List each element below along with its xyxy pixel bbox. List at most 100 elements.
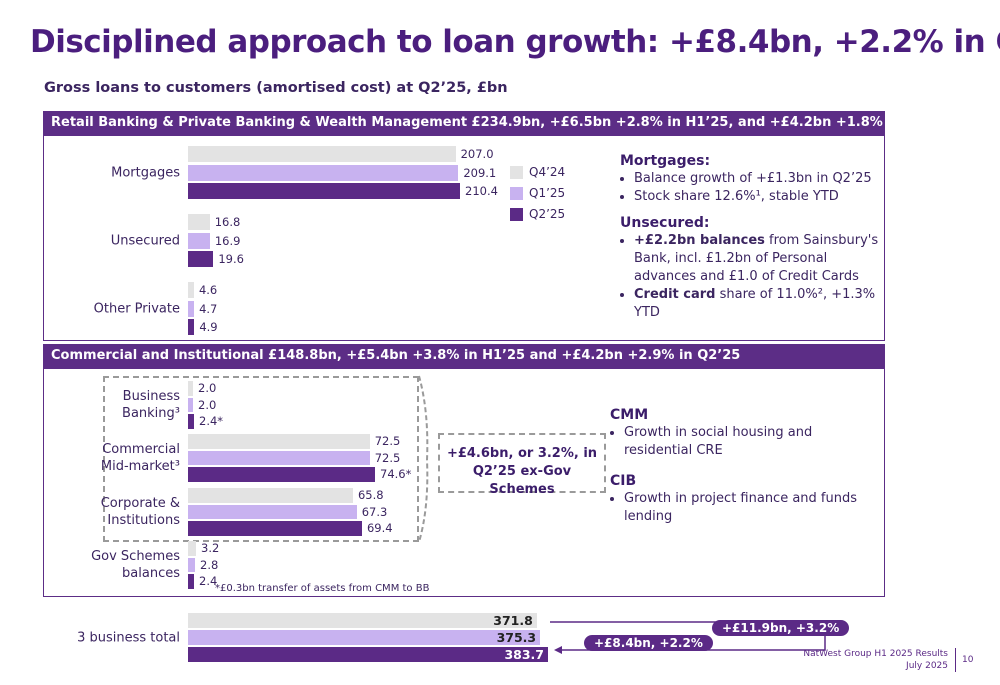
- value-label: 210.4: [465, 184, 498, 198]
- note-text: from Sainsbury's Bank, incl. £1.2bn of P…: [634, 233, 879, 284]
- note-bullet: Growth in social housing and residential…: [624, 424, 865, 460]
- subtitle: Gross loans to customers (amortised cost…: [44, 80, 508, 96]
- category-label: Other Private: [93, 301, 180, 316]
- value-label: 4.9: [199, 320, 218, 334]
- callout: +£4.6bn, or 3.2%, in Q2’25 ex-Gov Scheme…: [438, 433, 606, 497]
- note-heading: Mortgages:: [620, 153, 711, 169]
- note-bullet: Credit card share of 11.0%², +1.3% YTD: [634, 286, 880, 322]
- value-label: 383.7: [504, 647, 544, 662]
- note-text: Stock share 12.6%¹, stable YTD: [634, 189, 839, 204]
- bar: [188, 647, 548, 662]
- bar: [188, 613, 537, 628]
- note-text: Balance growth of +£1.3bn in Q2’25: [634, 171, 872, 186]
- category-label: Corporate & Institutions: [100, 495, 180, 528]
- note-heading: CMM: [610, 407, 649, 423]
- slide-title: Disciplined approach to loan growth: +£8…: [30, 24, 1000, 60]
- note-list: Balance growth of +£1.3bn in Q2’25 Stock…: [620, 170, 880, 206]
- value-label: 65.8: [357, 488, 384, 502]
- note-text: Growth in social housing and residential…: [624, 425, 813, 458]
- value-label: 375.3: [496, 630, 537, 645]
- value-label: 69.4: [366, 521, 393, 535]
- note-list: +£2.2bn balances from Sainsbury's Bank, …: [620, 232, 880, 322]
- value-label: 16.8: [214, 215, 241, 229]
- note-bullet: Balance growth of +£1.3bn in Q2’25: [634, 170, 880, 188]
- value-label: 3.2: [201, 541, 220, 555]
- bar: [188, 381, 193, 396]
- bar: [188, 557, 196, 572]
- bar: [188, 450, 370, 465]
- category-label: Business Banking³: [122, 388, 180, 421]
- value-label: 19.6: [218, 252, 244, 266]
- category-label: 3 business total: [77, 630, 180, 645]
- change-pill: +£8.4bn, +2.2%: [584, 635, 713, 651]
- bar: [188, 164, 459, 181]
- value-label: 4.7: [199, 301, 218, 316]
- value-label: 371.8: [493, 613, 533, 628]
- bar: [188, 300, 195, 317]
- bar: [188, 467, 375, 482]
- bar: [188, 574, 195, 589]
- legend-label: Q4’24: [529, 165, 566, 179]
- value-label: 2.0: [198, 381, 217, 395]
- bar: [188, 214, 210, 230]
- bracket-path: [418, 375, 429, 543]
- section-header: Commercial and Institutional £148.8bn, +…: [43, 344, 885, 368]
- note-bullet: Growth in project finance and funds lend…: [624, 490, 865, 526]
- bar: [188, 251, 214, 267]
- section-header: Retail Banking & Private Banking & Wealt…: [43, 111, 949, 135]
- category-label: Unsecured: [110, 233, 180, 248]
- note-heading: Unsecured:: [620, 215, 710, 231]
- footer: NatWest Group H1 2025 Results July 2025: [760, 648, 948, 672]
- footer-date: July 2025: [906, 661, 948, 671]
- bracket: [418, 375, 429, 543]
- note-text: share of 11.0%², +1.3% YTD: [634, 287, 876, 320]
- value-label: 2.4: [199, 574, 218, 588]
- bar: [188, 282, 194, 298]
- bar: [188, 434, 370, 449]
- page-number: 10: [962, 655, 974, 665]
- footer-report: NatWest Group H1 2025 Results: [803, 649, 948, 659]
- bar: [188, 504, 357, 519]
- value-label: 72.5: [374, 450, 401, 465]
- notes: Mortgages: Balance growth of +£1.3bn in …: [620, 152, 880, 330]
- value-label: 16.9: [214, 233, 241, 248]
- note-bullet: +£2.2bn balances from Sainsbury's Bank, …: [634, 232, 880, 286]
- change-pill: +£11.9bn, +3.2%: [712, 620, 850, 636]
- footer-rule: [955, 648, 956, 672]
- note-text: Growth in project finance and funds lend…: [624, 491, 858, 524]
- bar: [188, 397, 193, 412]
- category-label: Commercial Mid-market³: [100, 441, 180, 474]
- bar: [188, 414, 195, 429]
- bar: [188, 319, 195, 335]
- note-bold: Credit card: [634, 287, 716, 302]
- bar: [188, 232, 210, 249]
- notes: CMM Growth in social housing and residen…: [610, 406, 865, 534]
- value-label: 207.0: [460, 147, 494, 161]
- note-list: Growth in social housing and residential…: [610, 424, 865, 460]
- note-bold: +£2.2bn balances: [634, 233, 765, 248]
- legend-label: Q1’25: [529, 186, 566, 200]
- footnote: *£0.3bn transfer of assets from CMM to B…: [215, 583, 430, 594]
- legend-swatch: [510, 166, 523, 179]
- bar: [188, 630, 541, 645]
- arrow-head: [554, 646, 562, 654]
- section-box: [43, 368, 885, 597]
- value-label: 2.4*: [199, 414, 224, 428]
- value-label: 209.1: [463, 165, 497, 180]
- note-bullet: Stock share 12.6%¹, stable YTD: [634, 188, 880, 206]
- value-label: 2.8: [200, 557, 219, 572]
- bar: [188, 183, 460, 199]
- section-box: [43, 135, 885, 341]
- legend-swatch: [510, 187, 523, 200]
- legend-swatch: [510, 208, 523, 221]
- bar: [188, 488, 353, 503]
- bar: [188, 146, 456, 162]
- note-heading: CIB: [610, 473, 637, 489]
- dashed-group: [103, 376, 419, 542]
- category-label: Mortgages: [111, 165, 180, 180]
- value-label: 2.0: [198, 397, 217, 412]
- value-label: 72.5: [374, 434, 401, 448]
- category-label: Gov Schemes balances: [91, 548, 180, 581]
- bar: [188, 521, 362, 536]
